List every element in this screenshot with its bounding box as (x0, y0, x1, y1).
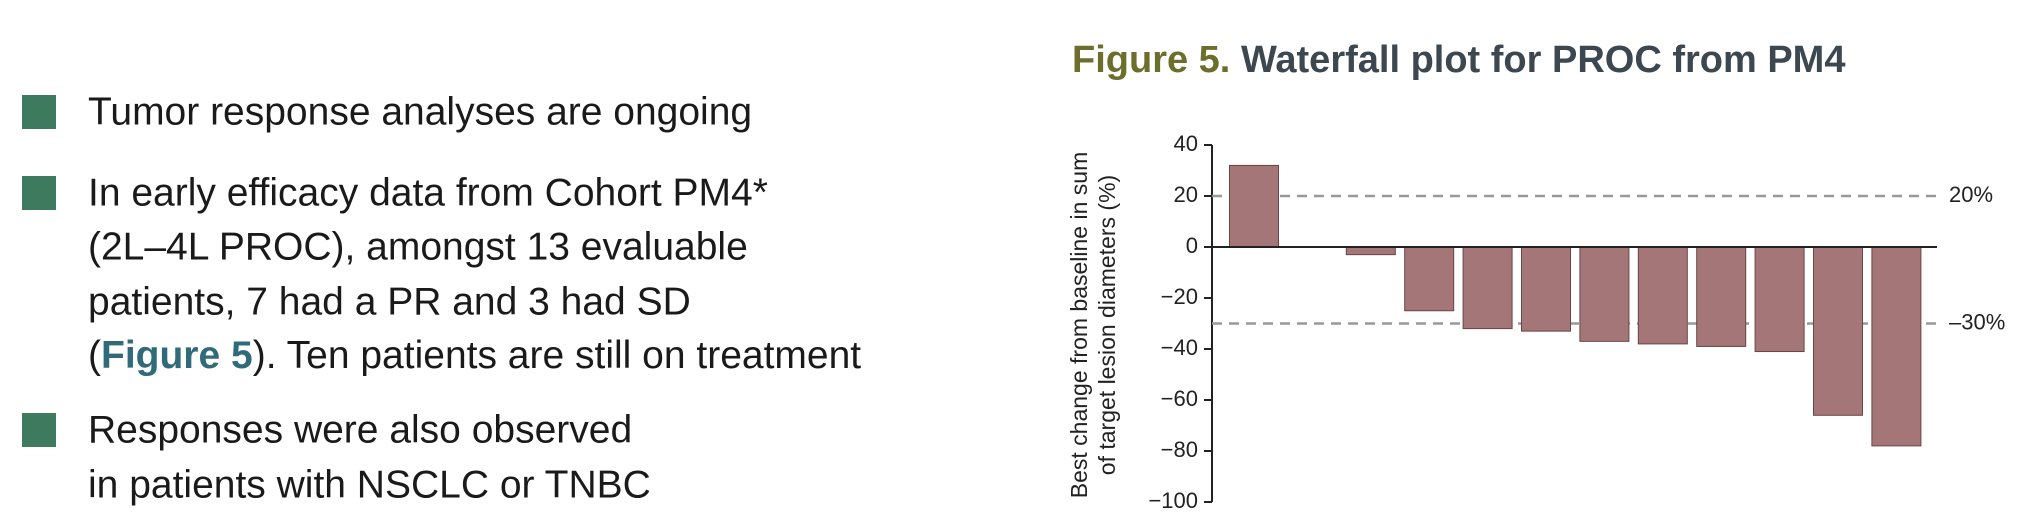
bar (1813, 246, 1863, 416)
bullet-square (22, 95, 56, 129)
y-tick-label: −100 (1148, 488, 1198, 513)
text: ). Ten patients are still on treatment (253, 334, 862, 377)
bullet-square (22, 176, 56, 210)
y-tick-label: 20 (1174, 182, 1198, 207)
bar (1871, 246, 1922, 447)
bar (1404, 246, 1455, 312)
bar (1754, 246, 1805, 353)
title: Waterfall plot for PROC from PM4 (1241, 39, 1846, 81)
bar (1229, 164, 1279, 248)
y-axis-label: Best change from baseline in sum of targ… (1066, 152, 1120, 498)
bar (1345, 246, 1396, 256)
bullet-text: (Figure 5). Ten patients are still on tr… (88, 334, 861, 377)
reference-label: –30% (1949, 309, 2005, 334)
y-tick-label: −60 (1161, 386, 1198, 411)
y-tick-label: −20 (1161, 284, 1198, 309)
bullet-text: patients, 7 had a PR and 3 had SD (88, 280, 691, 323)
y-tick-label: 0 (1186, 233, 1198, 258)
y-label-line: of target lesion diameters (%) (1094, 175, 1120, 475)
bar (1637, 246, 1688, 345)
figure-ref: Figure 5 (101, 334, 253, 377)
y-tick-label: −40 (1161, 335, 1198, 360)
bullet-text: Responses were also observed (88, 408, 632, 451)
text: ( (88, 334, 101, 377)
bar (1696, 246, 1747, 347)
y-tick-label: 40 (1174, 131, 1198, 156)
bullet-square (22, 413, 56, 447)
title-prefix: Figure 5. (1072, 39, 1230, 81)
bullet-text: In early efficacy data from Cohort PM4* (88, 171, 768, 214)
y-tick-label: −80 (1161, 437, 1198, 462)
reference-label: 20% (1949, 182, 1993, 207)
bar (1579, 246, 1630, 342)
bullet-text: (2L–4L PROC), amongst 13 evaluable (88, 225, 748, 268)
bar (1462, 246, 1513, 330)
bullet-text: in patients with NSCLC or TNBC (88, 463, 651, 506)
y-label-line: Best change from baseline in sum (1066, 152, 1092, 498)
chart-title: Figure 5. Waterfall plot for PROC from P… (1072, 39, 1845, 81)
bullet-text: Tumor response analyses are ongoing (88, 90, 752, 133)
bar (1521, 246, 1571, 332)
